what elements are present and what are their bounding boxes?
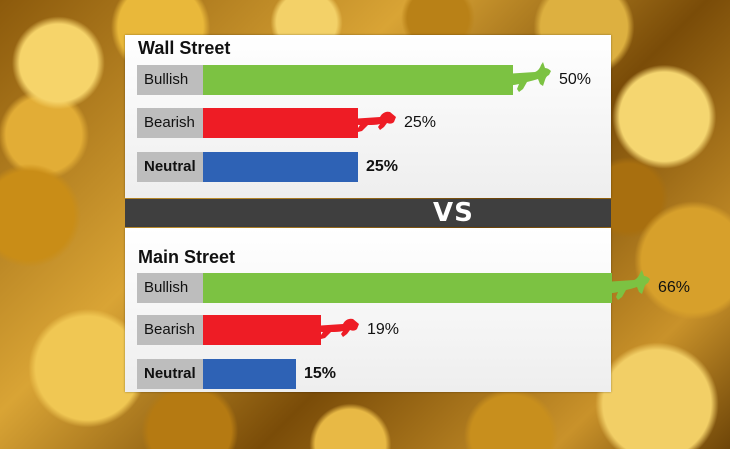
bull-icon — [505, 62, 551, 92]
main-street-neutral-label: Neutral — [137, 359, 203, 389]
wall-street-bullish-label: Bullish — [137, 65, 203, 95]
wall-street-bearish-value: 25% — [404, 114, 437, 131]
main-street-bullish-bar — [203, 273, 612, 303]
main-street-bearish-bar — [203, 315, 321, 345]
wall-street-neutral-label: Neutral — [137, 152, 203, 182]
main-street-panel: Main Street Bullish 66% Bearish 19% Neut… — [125, 228, 690, 392]
main-street-bearish-row: Bearish 19% — [137, 315, 607, 345]
main-street-bullish-value: 66% — [658, 279, 691, 296]
wall-street-bullish-bar — [203, 65, 513, 95]
vs-divider: VS — [125, 198, 611, 228]
main-street-bearish-value: 19% — [367, 321, 400, 338]
wall-street-bearish-bar — [203, 108, 358, 138]
wall-street-neutral-bar — [203, 152, 358, 182]
main-street-neutral-bar — [203, 359, 296, 389]
wall-street-title: Wall Street — [138, 38, 231, 58]
vs-label: VS — [433, 198, 474, 228]
bear-icon — [313, 318, 359, 339]
wall-street-bearish-row: Bearish 25% — [137, 108, 607, 138]
wall-street-bearish-label: Bearish — [137, 108, 203, 138]
main-street-title: Main Street — [138, 247, 236, 267]
main-street-neutral-value: 15% — [304, 365, 337, 382]
wall-street-neutral-value: 25% — [366, 158, 399, 175]
main-street-bullish-row: Bullish 66% — [137, 270, 690, 303]
wall-street-panel: Wall Street Bullish 50% Bearish 25% Neut… — [125, 35, 611, 198]
main-street-bearish-label: Bearish — [137, 315, 203, 345]
bull-icon — [604, 270, 650, 300]
wall-street-neutral-row: Neutral 25% — [137, 152, 607, 182]
main-street-bullish-label: Bullish — [137, 273, 203, 303]
wall-street-bullish-value: 50% — [559, 71, 592, 88]
main-street-neutral-row: Neutral 15% — [137, 359, 607, 389]
wall-street-bullish-row: Bullish 50% — [137, 62, 607, 95]
bear-icon — [350, 111, 396, 132]
